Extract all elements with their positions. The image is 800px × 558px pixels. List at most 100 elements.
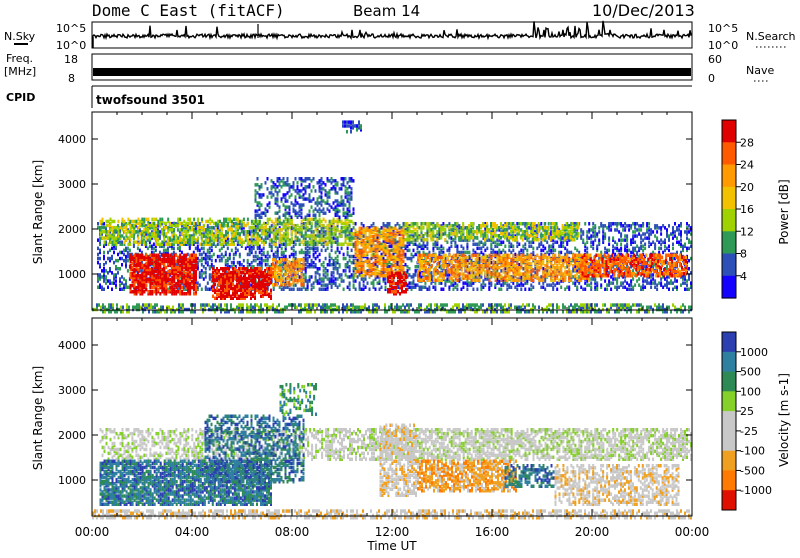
range-gate-cell — [384, 303, 386, 307]
range-gate-cell — [232, 240, 235, 244]
range-gate-cell — [354, 279, 357, 283]
range-gate-cell — [117, 228, 120, 232]
range-gate-cell — [99, 273, 101, 277]
range-gate-cell — [544, 279, 547, 283]
range-gate-cell — [360, 310, 362, 314]
range-gate-cell — [666, 230, 668, 234]
range-gate-cell — [205, 238, 208, 242]
range-gate-cell — [298, 303, 300, 307]
range-gate-cell — [258, 244, 261, 248]
range-gate-cell — [672, 236, 674, 240]
range-gate-cell — [308, 234, 311, 238]
range-gate-cell — [310, 217, 313, 222]
range-gate-cell — [226, 271, 229, 275]
range-gate-cell — [262, 238, 265, 242]
range-gate-cell — [266, 217, 269, 222]
range-gate-cell — [418, 242, 421, 246]
range-gate-cell — [126, 305, 128, 309]
range-gate-cell — [320, 305, 322, 309]
range-gate-cell — [610, 222, 613, 226]
range-gate-cell — [332, 263, 335, 267]
range-gate-cell — [326, 232, 329, 236]
range-gate-cell — [204, 260, 207, 265]
range-gate-cell — [320, 248, 323, 253]
range-gate-cell — [262, 310, 264, 314]
range-gate-cell — [101, 225, 104, 230]
range-gate-cell — [282, 238, 285, 242]
range-gate-cell — [125, 283, 127, 287]
range-gate-cell — [256, 232, 259, 236]
range-gate-cell — [233, 223, 235, 228]
range-gate-cell — [640, 236, 643, 240]
range-gate-cell — [330, 240, 333, 244]
range-gate-cell — [246, 232, 249, 236]
range-gate-cell — [125, 246, 127, 251]
range-gate-cell — [111, 225, 114, 230]
range-gate-cell — [242, 240, 245, 244]
range-gate-cell — [198, 248, 201, 253]
range-gate-cell — [328, 228, 331, 232]
range-gate-cell — [442, 232, 445, 236]
range-gate-cell — [250, 265, 253, 269]
range-gate-cell — [346, 303, 348, 307]
range-gate-cell — [470, 258, 473, 263]
range-gate-cell — [332, 222, 335, 226]
range-gate-cell — [476, 246, 479, 251]
range-gate-cell — [185, 223, 188, 228]
range-gate-cell — [312, 265, 315, 269]
range-gate-cell — [430, 310, 432, 314]
range-gate-cell — [196, 260, 199, 265]
range-gate-cell — [318, 240, 321, 244]
range-gate-cell — [462, 228, 465, 232]
range-gate-cell — [530, 244, 533, 248]
range-gate-cell — [141, 240, 144, 244]
range-gate-cell — [220, 256, 223, 261]
range-gate-cell — [508, 232, 511, 236]
range-gate-cell — [250, 260, 253, 265]
range-gate-cell — [642, 283, 645, 287]
range-gate-cell — [496, 244, 499, 248]
range-gate-cell — [594, 287, 597, 291]
range-gate-cell — [690, 232, 692, 236]
range-gate-cell — [672, 230, 674, 234]
range-gate-cell — [486, 254, 489, 259]
range-gate-cell — [642, 238, 645, 242]
range-gate-cell — [484, 226, 487, 230]
range-gate-cell — [123, 287, 125, 291]
range-gate-cell — [610, 254, 613, 259]
range-gate-cell — [176, 242, 179, 246]
range-gate-cell — [274, 230, 277, 234]
range-gate-cell — [148, 240, 151, 244]
range-gate-cell — [326, 283, 329, 287]
range-gate-cell — [474, 305, 476, 309]
range-gate-cell — [572, 275, 575, 279]
range-gate-cell — [288, 240, 291, 244]
range-gate-cell — [248, 252, 251, 257]
range-gate-cell — [306, 252, 309, 257]
range-gate-cell — [652, 281, 655, 285]
range-gate-cell — [294, 225, 297, 230]
range-gate-cell — [626, 310, 628, 314]
range-gate-cell — [666, 310, 668, 314]
range-gate-cell — [394, 238, 397, 242]
range-gate-cell — [502, 283, 505, 287]
range-gate-cell — [418, 285, 421, 289]
range-gate-cell — [226, 236, 229, 240]
range-gate-cell — [654, 234, 657, 238]
range-gate-cell — [482, 252, 485, 257]
range-gate-cell — [608, 238, 611, 242]
range-gate-cell — [314, 228, 317, 232]
range-gate-cell — [112, 303, 114, 307]
range-gate-cell — [406, 287, 409, 291]
range-gate-cell — [654, 279, 657, 283]
range-gate-cell — [142, 310, 144, 314]
range-gate-cell — [206, 232, 209, 236]
range-gate-cell — [304, 242, 307, 246]
range-gate-cell — [212, 303, 214, 307]
range-gate-cell — [274, 250, 277, 255]
range-gate-cell — [111, 281, 113, 285]
range-gate-cell — [216, 242, 219, 246]
range-gate-cell — [290, 221, 293, 226]
range-gate-cell — [308, 217, 311, 222]
range-gate-cell — [97, 285, 99, 289]
